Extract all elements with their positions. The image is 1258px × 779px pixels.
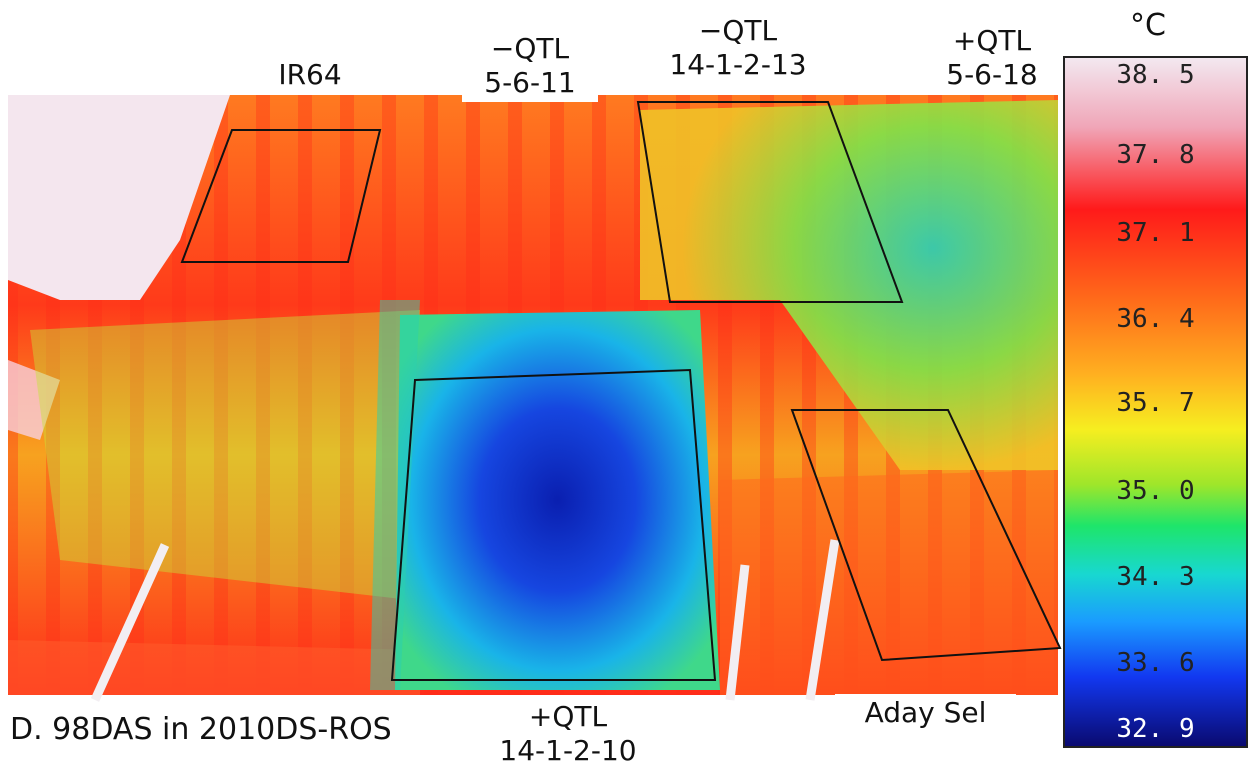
plot-outline-ir64 [180, 129, 382, 263]
plot-label-line2: 5-6-18 [946, 58, 1038, 91]
plot-label-line1: +QTL [528, 700, 608, 733]
plot-label-qtl-14-1-2-13: −QTL 14-1-2-13 [635, 12, 841, 84]
plot-outline-qtl-14113 [636, 101, 904, 303]
cool-plot-region [395, 310, 720, 690]
stake-line [725, 564, 750, 701]
plot-label-line1: +QTL [952, 24, 1032, 57]
temperature-scale-bar: 38. 5 37. 8 37. 1 36. 4 35. 7 35. 0 34. … [1063, 56, 1248, 748]
plot-label-ir64-text: IR64 [278, 58, 342, 91]
scale-tick-label: 38. 5 [1116, 60, 1195, 90]
scale-tick-label: 35. 7 [1116, 388, 1195, 418]
plot-outline-aday [790, 409, 1062, 662]
scale-tick-label: 37. 8 [1116, 140, 1195, 170]
plot-label-line1: −QTL [490, 32, 570, 65]
scale-unit-label: °C [1130, 8, 1166, 43]
plot-label-ir64: IR64 [258, 56, 362, 94]
plot-label-line2: 14-1-2-10 [499, 734, 637, 767]
plot-label-line2: 5-6-11 [484, 66, 576, 99]
scale-tick-label: 35. 0 [1116, 476, 1195, 506]
stake-line [90, 543, 170, 702]
plot-label-line1: −QTL [698, 14, 778, 47]
plot-label-qtl-5-6-11: −QTL 5-6-11 [462, 30, 598, 102]
plot-outline-qtl-14110 [390, 368, 717, 681]
scale-tick-label: 34. 3 [1116, 562, 1195, 592]
scale-tick-label: 36. 4 [1116, 304, 1195, 334]
plot-label-aday-sel: Aday Sel [835, 694, 1016, 732]
plot-label-qtl-14-1-2-10: +QTL 14-1-2-10 [470, 698, 666, 770]
stake-line [805, 539, 840, 701]
plot-label-aday-text: Aday Sel [864, 696, 987, 729]
plot-label-qtl-5-6-18: +QTL 5-6-18 [920, 22, 1064, 94]
image-caption: D. 98DAS in 2010DS-ROS [4, 712, 398, 747]
scale-tick-label: 32. 9 [1116, 714, 1195, 744]
scale-tick-label: 37. 1 [1116, 218, 1195, 248]
scale-tick-label: 33. 6 [1116, 648, 1195, 678]
plot-label-line2: 14-1-2-13 [669, 48, 807, 81]
